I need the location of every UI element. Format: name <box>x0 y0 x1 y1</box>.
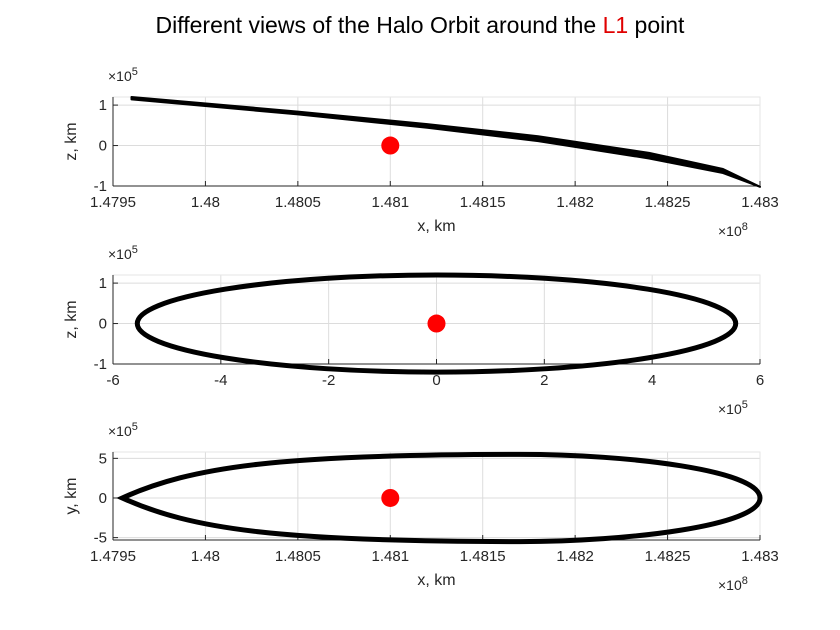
x-tick-label: 6 <box>756 372 764 389</box>
x-multiplier: ×108 <box>718 221 748 239</box>
x-tick-label: 4 <box>648 372 656 389</box>
x-tick-label: -4 <box>214 372 227 389</box>
x-tick-label: 1.482 <box>556 194 594 211</box>
x-tick-label: 1.481 <box>372 194 410 211</box>
y-tick-label: -1 <box>94 178 107 195</box>
chart-title-suffix: point <box>628 12 685 38</box>
axes-box <box>112 96 761 187</box>
x-tick-label: 0 <box>432 372 440 389</box>
chart-title: Different views of the Halo Orbit around… <box>0 12 840 39</box>
l1-point-marker <box>381 136 400 155</box>
y-tick-label: 1 <box>99 275 107 292</box>
y-tick-label: 0 <box>99 490 107 507</box>
x-tick-label: 1.4805 <box>275 194 321 211</box>
x-tick-label: 1.4825 <box>645 548 691 565</box>
x-tick-label: 1.4795 <box>90 548 136 565</box>
y-tick-label: -1 <box>94 356 107 373</box>
y-tick-label: 5 <box>99 450 107 467</box>
y-tick-label: 1 <box>99 97 107 114</box>
x-tick-label: -2 <box>322 372 335 389</box>
x-axis-label: x, km <box>417 218 455 235</box>
subplot-1: 1.4795 1.48 1.4805 1.481 1.4815 1.482 1.4825 1.… <box>63 96 779 235</box>
y-tick-label: -5 <box>94 530 107 547</box>
x-tick-label: 1.4805 <box>275 548 321 565</box>
x-tick-label: 1.483 <box>741 548 779 565</box>
x-tick-label: 1.4815 <box>460 548 506 565</box>
orbit-projection <box>116 451 763 545</box>
chart-title-text: Different views of the Halo Orbit around… <box>155 12 603 38</box>
x-tick-label: 1.4815 <box>460 194 506 211</box>
x-tick-label: -6 <box>106 372 119 389</box>
y-tick-label: 0 <box>99 138 107 155</box>
y-axis-label: z, km <box>63 122 80 160</box>
x-tick-label: 2 <box>540 372 548 389</box>
x-tick-label: 1.48 <box>191 548 220 565</box>
x-axis-label: x, km <box>417 572 455 589</box>
x-multiplier: ×105 <box>718 399 748 417</box>
y-multiplier: ×105 <box>108 66 138 84</box>
y-axis-label: z, km <box>63 300 80 338</box>
y-multiplier: ×105 <box>108 421 138 439</box>
orbit-projection <box>134 272 739 375</box>
l1-point-marker <box>427 314 446 333</box>
x-tick-label: 1.481 <box>372 548 410 565</box>
subplot-3: 1.4795 1.48 1.4805 1.481 1.4815 1.482 1.4825 1.… <box>63 450 779 589</box>
x-tick-label: 1.482 <box>556 548 594 565</box>
y-tick-label: 0 <box>99 316 107 333</box>
x-multiplier: ×108 <box>718 575 748 593</box>
x-tick-label: 1.4825 <box>645 194 691 211</box>
l1-point-marker <box>381 488 400 507</box>
orbit-projection <box>130 96 761 188</box>
x-tick-label: 1.483 <box>741 194 779 211</box>
x-tick-label: 1.4795 <box>90 194 136 211</box>
y-axis-label: y, km <box>63 477 80 514</box>
chart-title-highlight: L1 <box>602 12 629 38</box>
y-multiplier: ×105 <box>108 244 138 262</box>
x-tick-label: 1.48 <box>191 194 220 211</box>
subplot-2: -6 -4 -2 0 2 4 6 -1 0 1 z, km <box>63 272 764 389</box>
